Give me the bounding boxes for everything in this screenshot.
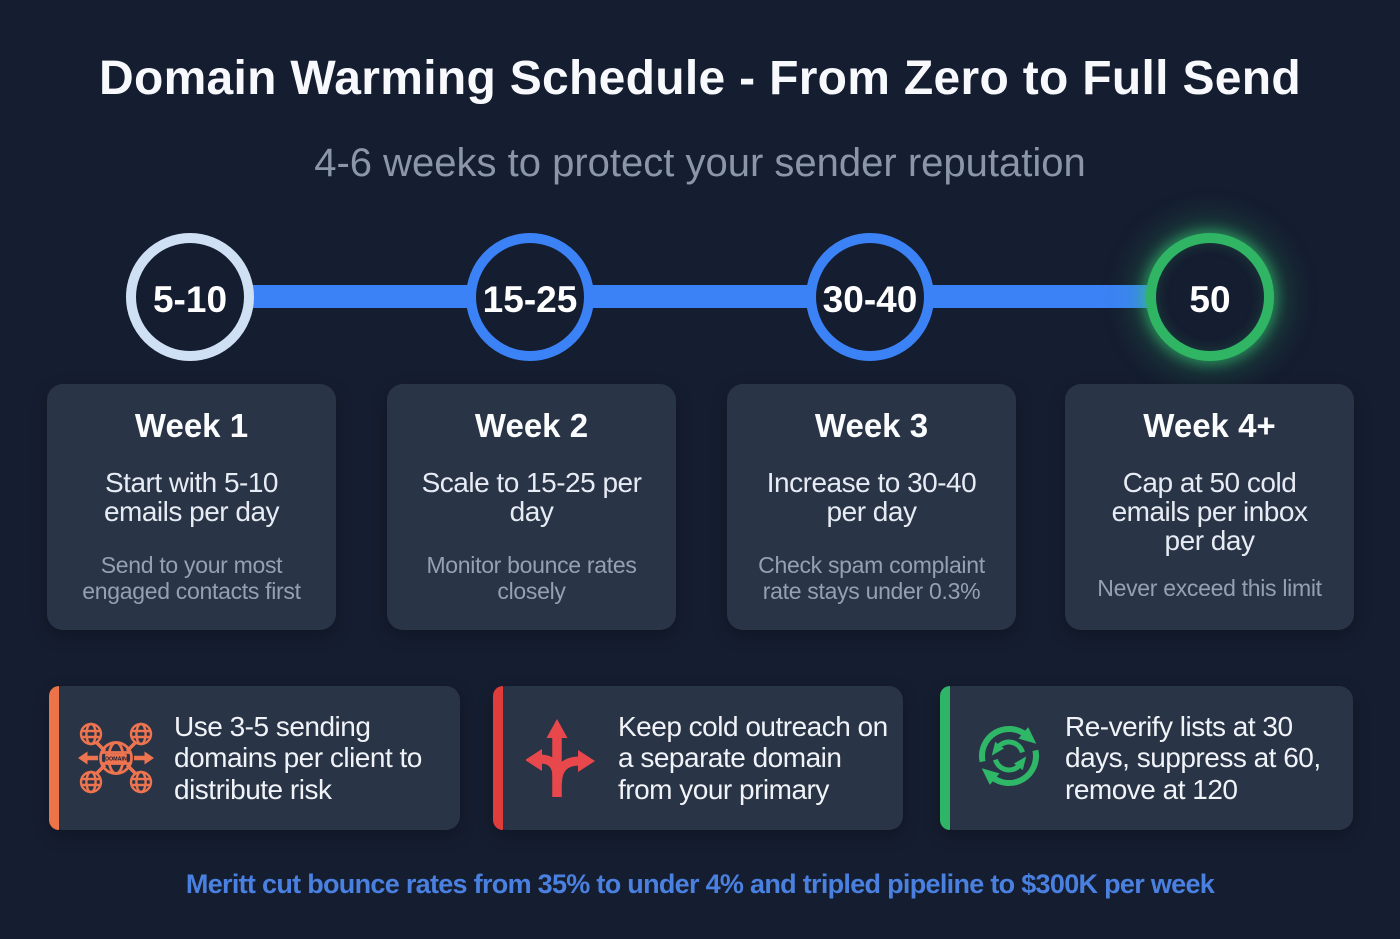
svg-text:DOMAIN: DOMAIN: [105, 757, 127, 763]
